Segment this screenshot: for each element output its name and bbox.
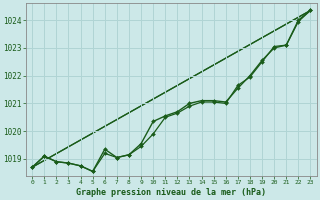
X-axis label: Graphe pression niveau de la mer (hPa): Graphe pression niveau de la mer (hPa) xyxy=(76,188,266,197)
